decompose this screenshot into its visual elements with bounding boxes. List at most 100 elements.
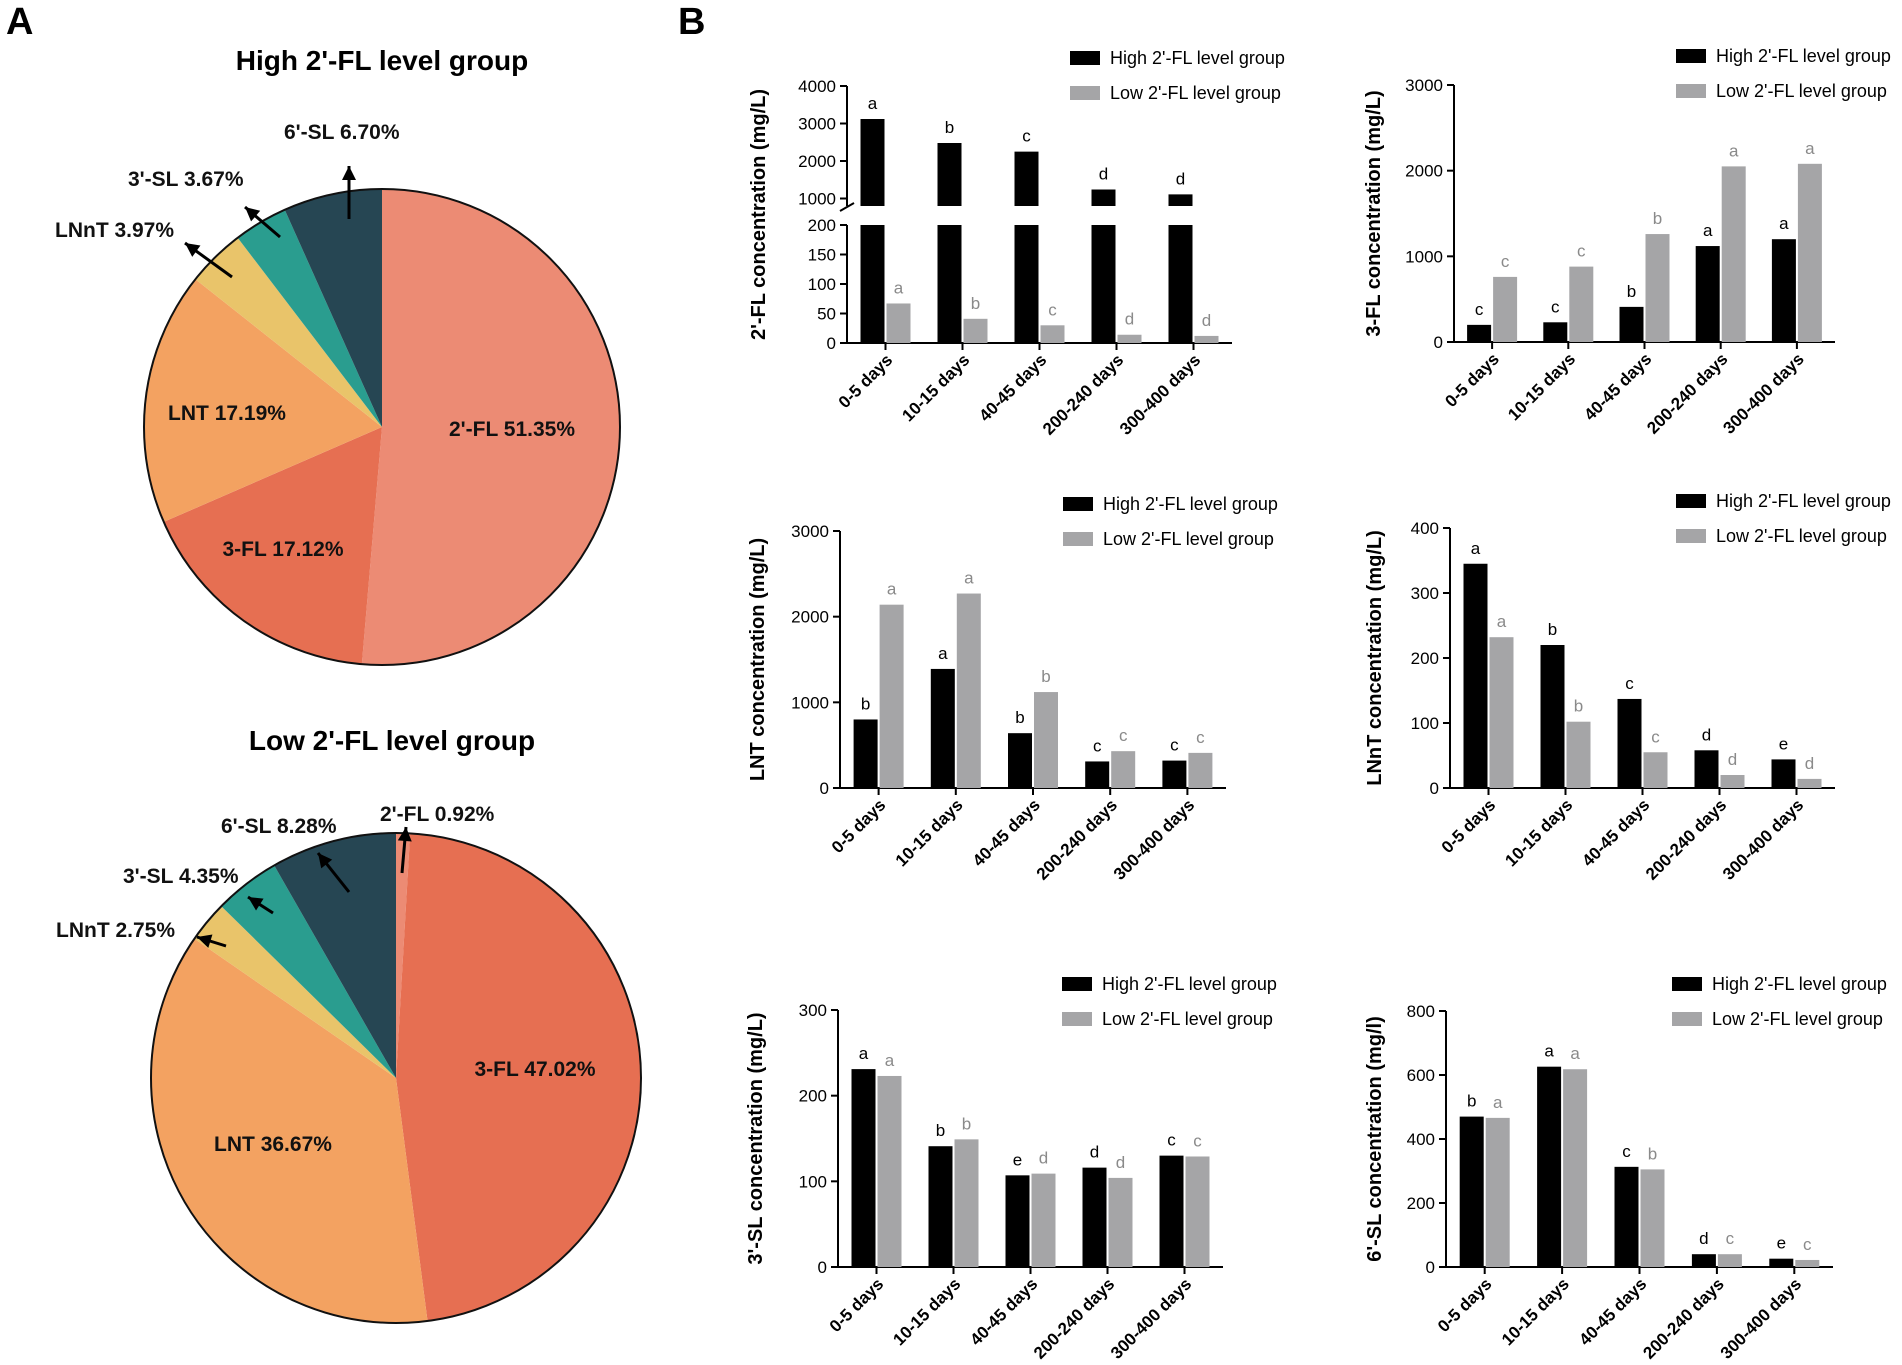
- legend-swatch-high: [1070, 51, 1100, 65]
- bar-high-4: [1085, 761, 1110, 788]
- legend-swatch-low: [1070, 86, 1100, 100]
- y-tick-label: 4000: [798, 77, 836, 96]
- pie-arrow-head: [197, 934, 213, 948]
- bar-high-5: [1159, 1155, 1184, 1267]
- sig-letter-low: c: [1651, 727, 1660, 746]
- pie-slice-3-sl: [221, 865, 396, 1078]
- sig-letter-low: d: [1116, 1153, 1125, 1172]
- x-tick-label: 40-45 days: [1575, 1274, 1650, 1349]
- y-tick-label: 150: [808, 246, 836, 265]
- bar-low-3: [1643, 752, 1668, 788]
- y-tick-label: 300: [1411, 584, 1439, 603]
- y-tick-label: 0: [1426, 1258, 1435, 1277]
- y-tick-label: 1000: [791, 693, 829, 712]
- sig-letter-high: a: [1703, 221, 1713, 240]
- pie-label-3-fl: 3-FL 17.12%: [222, 538, 343, 561]
- y-tick-label: 2000: [798, 152, 836, 171]
- sig-letter-low: c: [1577, 242, 1586, 261]
- bar-high-5: [1771, 239, 1796, 342]
- pie-arrow-head: [185, 243, 201, 257]
- sig-letter-high: a: [1471, 539, 1481, 558]
- legend-swatch-high: [1062, 977, 1092, 991]
- sig-letter-high: c: [1551, 297, 1560, 316]
- bar-high-5: [1769, 1258, 1794, 1267]
- sig-letter-low: d: [1039, 1149, 1048, 1168]
- x-tick-label: 10-15 days: [892, 795, 967, 870]
- y-axis-label: 6'-SL concentration (mg/l): [1364, 1016, 1386, 1262]
- sig-letter-high: a: [1544, 1042, 1554, 1061]
- sig-letter-high: d: [1099, 165, 1108, 184]
- bar-high-1: [1467, 324, 1492, 342]
- bar-high-upper-5: [1168, 194, 1193, 206]
- sig-letter-high: c: [1622, 1142, 1631, 1161]
- bar-low-1: [1485, 1117, 1510, 1267]
- bar-low-4: [1117, 334, 1142, 343]
- bar-low-5: [1797, 778, 1822, 788]
- sig-letter-high: d: [1176, 169, 1185, 188]
- bar-high-1: [860, 225, 885, 343]
- pie-title: Low 2'-FL level group: [249, 725, 535, 756]
- bar-chart-lnnt: LNnT concentration (mg/L) 0 100 200 300 400 a a…: [1364, 491, 1891, 884]
- pie-slice-lnnt: [194, 906, 396, 1078]
- y-tick-label: 0: [827, 334, 836, 353]
- sig-letter-high: b: [1467, 1092, 1476, 1111]
- bar-low-3: [1640, 1169, 1665, 1267]
- pie-label-3-fl: 3-FL 47.02%: [474, 1058, 595, 1081]
- sig-letter-low: a: [885, 1051, 895, 1070]
- bar-high-3: [1617, 698, 1642, 788]
- legend-swatch-low: [1676, 84, 1706, 98]
- sig-letter-low: b: [1041, 667, 1050, 686]
- y-tick-label: 0: [820, 779, 829, 798]
- bar-high-1: [1463, 563, 1488, 788]
- pie-slice-3-sl: [237, 209, 382, 427]
- bar-low-2: [1569, 266, 1594, 342]
- legend-label-high: High 2'-FL level group: [1716, 46, 1891, 66]
- bar-low-1: [879, 604, 904, 788]
- pie-label-6-sl: 6'-SL 6.70%: [284, 121, 400, 144]
- legend-label-low: Low 2'-FL level group: [1712, 1009, 1883, 1029]
- sig-letter-high: e: [1779, 734, 1788, 753]
- y-axis-label: LNnT concentration (mg/L): [1364, 530, 1386, 786]
- bar-high-4: [1691, 1254, 1716, 1267]
- bar-high-3: [1619, 306, 1644, 342]
- pie-arrow-head: [318, 853, 333, 869]
- sig-letter-low: b: [1574, 697, 1583, 716]
- x-tick-label: 0-5 days: [1434, 1274, 1496, 1336]
- sig-letter-low: a: [1497, 612, 1507, 631]
- x-tick-label: 300-400 days: [1110, 795, 1198, 883]
- legend-swatch-low: [1676, 529, 1706, 543]
- legend-label-low: Low 2'-FL level group: [1110, 83, 1281, 103]
- y-tick-label: 100: [1411, 714, 1439, 733]
- bar-high-upper-2: [937, 143, 962, 206]
- bar-high-3: [1008, 733, 1032, 788]
- y-tick-label: 2000: [791, 608, 829, 627]
- legend-label-high: High 2'-FL level group: [1110, 48, 1285, 68]
- x-tick-label: 40-45 days: [1580, 349, 1655, 424]
- bar-high-2: [937, 225, 962, 343]
- x-tick-label: 300-400 days: [1719, 349, 1807, 437]
- bar-chart-2fl: 2'-FL concentration (mg/L) 0 50 100 150 200 10…: [748, 48, 1285, 439]
- y-tick-label: 200: [799, 1087, 827, 1106]
- bar-chart-3fl: 3-FL concentration (mg/L) 0 1000 2000 3000 c c…: [1363, 46, 1891, 438]
- sig-letter-high: c: [1167, 1131, 1176, 1150]
- x-tick-label: 40-45 days: [969, 795, 1044, 870]
- y-tick-label: 800: [1407, 1002, 1435, 1021]
- bar-low-1: [877, 1075, 902, 1267]
- sig-letter-high: c: [1022, 127, 1031, 146]
- sig-letter-low: b: [1653, 209, 1662, 228]
- sig-letter-high: b: [1627, 282, 1636, 301]
- x-tick-label: 0-5 days: [1441, 349, 1503, 411]
- sig-letter-high: d: [1702, 725, 1711, 744]
- pie-label-3-sl: 3'-SL 4.35%: [123, 865, 239, 888]
- sig-letter-high: a: [938, 644, 948, 663]
- y-tick-label: 0: [1434, 333, 1443, 352]
- legend-label-low: Low 2'-FL level group: [1716, 81, 1887, 101]
- bar-low-5: [1188, 752, 1213, 788]
- sig-letter-low: a: [1570, 1044, 1580, 1063]
- sig-letter-high: b: [1015, 708, 1024, 727]
- y-axis-label: 2'-FL concentration (mg/L): [748, 89, 770, 340]
- pie-label-lnnt: LNnT 3.97%: [55, 219, 174, 242]
- legend-swatch-low: [1063, 532, 1093, 546]
- pie-label-lnt: LNT 17.19%: [168, 402, 286, 425]
